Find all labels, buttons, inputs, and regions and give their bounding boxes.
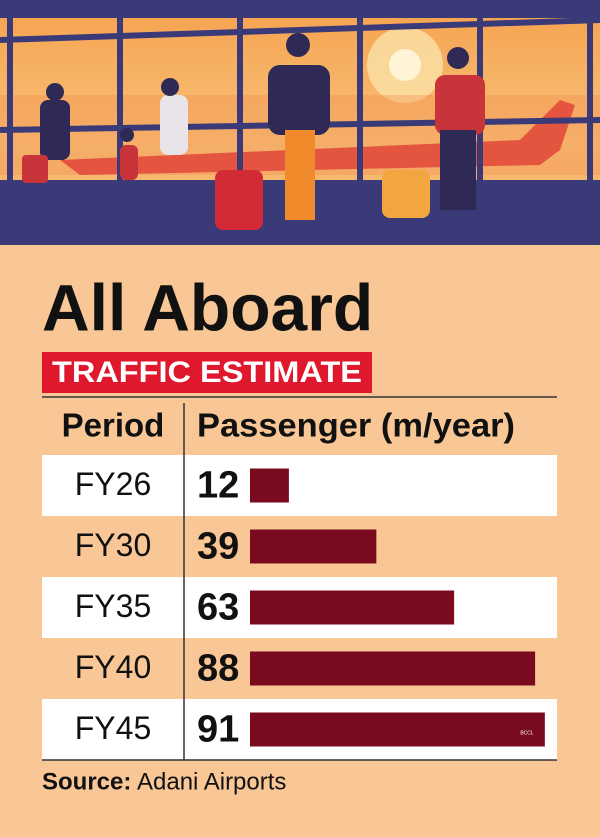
illustration bbox=[0, 0, 600, 245]
title: All Aboard bbox=[42, 270, 373, 344]
row-background bbox=[42, 455, 557, 516]
source-label: Source: bbox=[42, 768, 131, 795]
category-header: Period bbox=[62, 407, 165, 444]
subtitle: TRAFFIC ESTIMATE bbox=[52, 356, 362, 389]
bar bbox=[250, 468, 289, 503]
credit: BCCL bbox=[520, 730, 534, 736]
category-label: FY35 bbox=[75, 588, 151, 624]
value-label: 12 bbox=[197, 465, 239, 507]
value-label: 91 bbox=[197, 709, 239, 751]
bar bbox=[250, 590, 455, 625]
value-label: 63 bbox=[197, 587, 239, 629]
category-label: FY45 bbox=[75, 710, 151, 746]
value-label: 88 bbox=[197, 648, 239, 690]
source: Adani Airports bbox=[137, 768, 286, 795]
category-label: FY30 bbox=[75, 527, 151, 563]
bar bbox=[250, 651, 536, 686]
bar bbox=[250, 712, 545, 747]
category-label: FY26 bbox=[75, 466, 151, 502]
value-label: 39 bbox=[197, 526, 239, 568]
category-label: FY40 bbox=[75, 649, 151, 685]
subtitle-box bbox=[42, 352, 372, 393]
bar bbox=[250, 529, 377, 564]
value-header: Passenger (m/year) bbox=[197, 407, 515, 444]
rows: FY26 12 FY30 39 FY35 63 FY40 88 FY45 91 BCCL bbox=[42, 455, 557, 760]
